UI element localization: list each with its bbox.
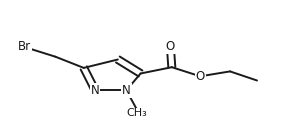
- Text: N: N: [91, 84, 99, 97]
- Text: CH₃: CH₃: [126, 108, 147, 118]
- Text: O: O: [166, 40, 175, 53]
- Text: Br: Br: [18, 40, 31, 53]
- Text: O: O: [196, 70, 205, 83]
- Text: N: N: [122, 84, 131, 97]
